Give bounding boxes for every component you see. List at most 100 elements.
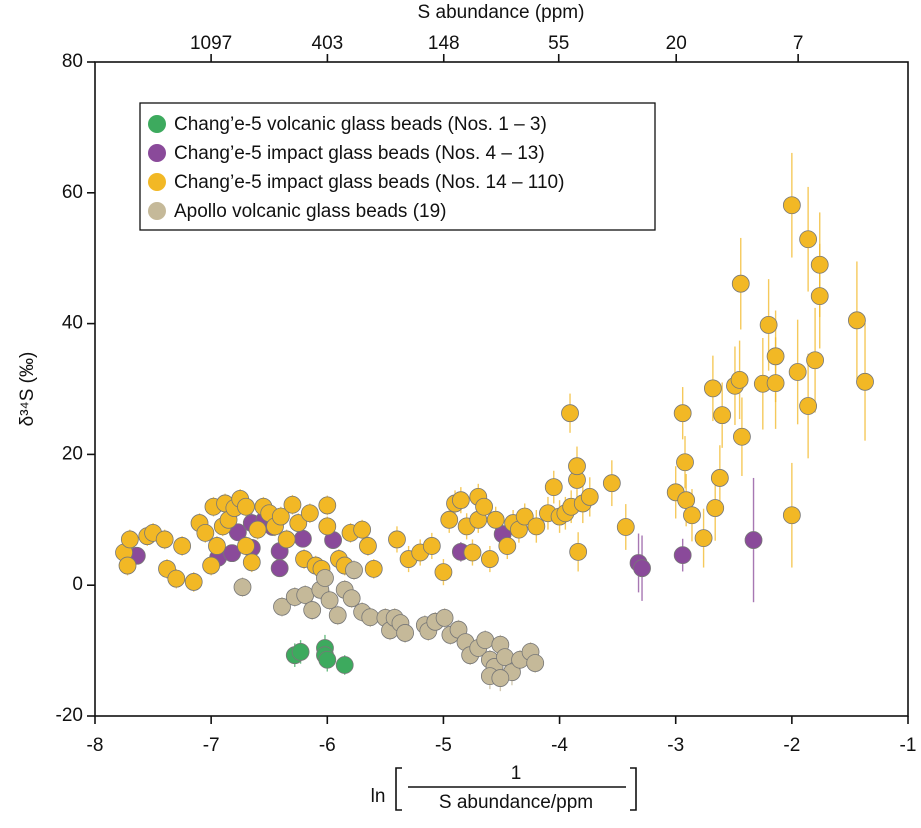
data-point (476, 631, 495, 650)
data-point (526, 654, 545, 672)
data-point (277, 530, 296, 549)
data-point (683, 506, 701, 525)
data-point (782, 196, 801, 215)
x-tick-label: -1 (900, 735, 917, 756)
data-point (300, 504, 319, 523)
legend-marker (148, 173, 166, 191)
data-point (342, 589, 361, 608)
data-point (118, 556, 137, 575)
legend-marker (148, 115, 166, 133)
data-point (318, 517, 337, 536)
data-point (173, 537, 192, 555)
y-axis-title: δ³⁴S (‰) (17, 352, 38, 427)
data-point (782, 506, 801, 525)
x2-tick-label: 148 (428, 33, 460, 54)
data-point (766, 347, 785, 366)
data-point (328, 606, 347, 625)
x-tick-label: -4 (551, 735, 568, 756)
y-tick-label: 60 (62, 182, 83, 203)
data-point (673, 546, 692, 565)
data-point (676, 453, 694, 472)
data-point (318, 496, 337, 515)
x-tick-label: -7 (203, 735, 220, 756)
data-point (271, 507, 290, 526)
data-point (486, 510, 505, 529)
data-point (480, 550, 499, 568)
data-point (706, 499, 725, 517)
x-tick-label: -2 (783, 735, 800, 756)
data-point (208, 537, 226, 555)
data-point (766, 374, 785, 393)
data-point (434, 563, 453, 582)
data-point (694, 529, 713, 548)
data-point (155, 530, 174, 549)
data-point (847, 311, 866, 330)
data-point (856, 372, 874, 391)
data-point (527, 517, 546, 536)
y-tick-label: 0 (72, 574, 83, 595)
data-point (237, 497, 255, 516)
data-point (120, 530, 139, 549)
legend-label: Apollo volcanic glass beads (19) (174, 201, 447, 222)
data-point (345, 561, 363, 580)
x2-tick-label: 403 (312, 33, 344, 54)
data-point (475, 497, 493, 516)
y-tick-label: 20 (62, 443, 83, 464)
y-tick-label: 80 (62, 51, 83, 72)
data-point (673, 404, 692, 423)
data-point (498, 537, 517, 555)
x-axis-title-denominator: S abundance/ppm (439, 792, 593, 813)
data-point (799, 397, 818, 415)
data-point (167, 569, 186, 588)
data-point (361, 608, 380, 627)
data-point (759, 316, 778, 334)
data-point (422, 537, 441, 555)
data-point (731, 274, 750, 293)
data-point (569, 542, 588, 561)
data-point (810, 255, 829, 274)
x-axis-bracket (395, 767, 637, 811)
x2-tick-label: 20 (666, 33, 687, 54)
data-point (710, 469, 729, 487)
data-point (202, 556, 221, 575)
data-point (602, 474, 621, 493)
data-point (491, 669, 510, 687)
data-point (788, 363, 807, 381)
data-point (359, 537, 377, 555)
data-point (283, 495, 302, 514)
data-point (273, 597, 291, 616)
data-point (289, 514, 308, 532)
x-axis-title-numerator: 1 (511, 763, 522, 784)
data-point (810, 287, 829, 306)
data-point (451, 491, 470, 510)
x-axis-title-prefix: ln (371, 786, 386, 807)
data-point (440, 510, 459, 529)
data-point (730, 370, 749, 389)
data-point (196, 523, 215, 542)
data-point (580, 488, 599, 506)
data-point (335, 656, 354, 674)
data-point (544, 478, 563, 497)
legend-box (139, 102, 656, 231)
data-point (242, 553, 261, 572)
data-point (223, 544, 241, 563)
x2-tick-label: 7 (793, 33, 804, 54)
data-point (364, 559, 383, 578)
data-point (303, 601, 322, 619)
x-tick-label: -3 (667, 735, 684, 756)
data-point (463, 543, 482, 562)
data-point (291, 643, 310, 661)
data-point (703, 379, 722, 398)
data-point (293, 529, 312, 548)
data-point (270, 559, 289, 578)
plot-frame (94, 61, 909, 717)
x-tick-label: -6 (319, 735, 336, 756)
data-point (296, 586, 315, 604)
data-point (733, 427, 751, 446)
data-point (233, 578, 252, 597)
legend-label: Chang’e-5 impact glass beads (Nos. 4 – 1… (174, 143, 545, 164)
data-point (616, 518, 635, 536)
legend-label: Chang’e-5 volcanic glass beads (Nos. 1 –… (174, 114, 547, 135)
